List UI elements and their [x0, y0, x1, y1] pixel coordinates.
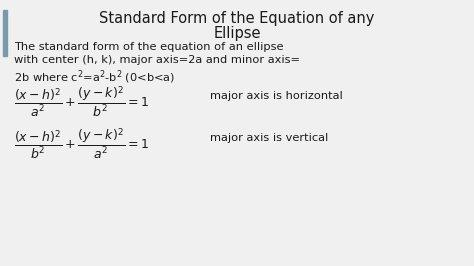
- Text: $\dfrac{(x-h)^2}{b^2} + \dfrac{(y-k)^2}{a^2} = 1$: $\dfrac{(x-h)^2}{b^2} + \dfrac{(y-k)^2}{…: [14, 126, 149, 161]
- Bar: [3, 10, 7, 56]
- Text: major axis is vertical: major axis is vertical: [210, 133, 328, 143]
- Text: $\dfrac{(x-h)^2}{a^2} + \dfrac{(y-k)^2}{b^2} = 1$: $\dfrac{(x-h)^2}{a^2} + \dfrac{(y-k)^2}{…: [14, 84, 149, 119]
- Text: The standard form of the equation of an ellipse: The standard form of the equation of an …: [14, 42, 283, 52]
- Text: major axis is horizontal: major axis is horizontal: [210, 91, 343, 101]
- Text: 2b where c$^2$=a$^2$-b$^2$ (0<b<a): 2b where c$^2$=a$^2$-b$^2$ (0<b<a): [14, 68, 175, 86]
- Text: Standard Form of the Equation of any: Standard Form of the Equation of any: [100, 11, 374, 26]
- Text: Ellipse: Ellipse: [213, 26, 261, 41]
- Text: with center (h, k), major axis=2a and minor axis=: with center (h, k), major axis=2a and mi…: [14, 55, 300, 65]
